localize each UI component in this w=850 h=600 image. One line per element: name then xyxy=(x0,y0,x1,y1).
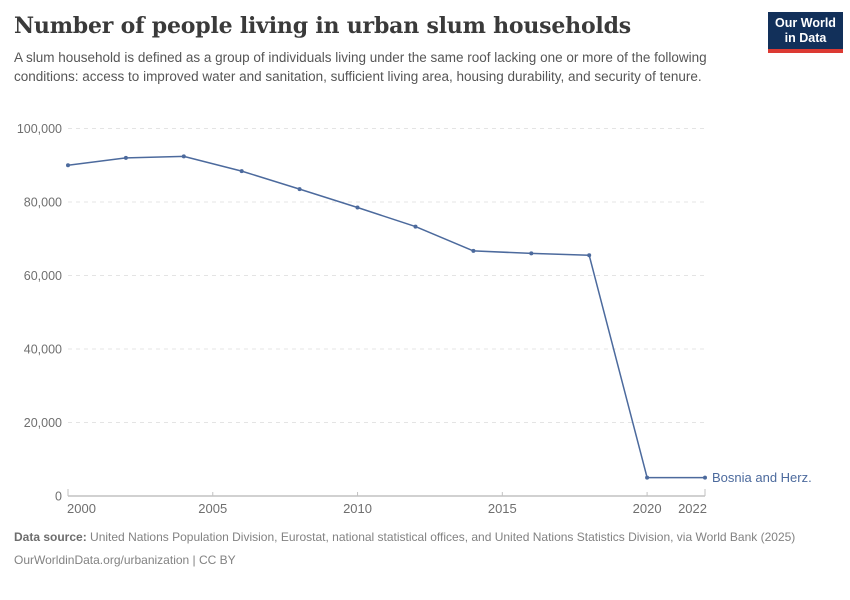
data-point xyxy=(587,253,592,258)
data-point xyxy=(297,187,302,192)
x-tick-label: 2000 xyxy=(67,501,96,516)
data-point xyxy=(645,475,650,480)
data-point xyxy=(355,205,360,210)
x-tick-label: 2005 xyxy=(198,501,227,516)
data-point xyxy=(66,163,70,168)
data-point xyxy=(471,248,476,253)
data-source-label: Data source: xyxy=(14,530,87,544)
data-source-line: Data source: United Nations Population D… xyxy=(14,529,836,546)
chart-footer: Data source: United Nations Population D… xyxy=(14,529,836,569)
x-tick-label: 2020 xyxy=(633,501,662,516)
data-point xyxy=(529,251,534,256)
data-source-text: United Nations Population Division, Euro… xyxy=(90,530,796,544)
y-tick-label: 40,000 xyxy=(24,343,62,357)
y-tick-label: 20,000 xyxy=(24,416,62,430)
owid-logo-line2: in Data xyxy=(784,30,827,45)
data-point xyxy=(703,475,707,480)
x-tick-label: 2022 xyxy=(678,501,707,516)
y-tick-label: 80,000 xyxy=(24,196,62,210)
owid-logo[interactable]: Our World in Data xyxy=(768,12,843,53)
series-end-label: Bosnia and Herz. xyxy=(712,470,812,485)
y-tick-label: 100,000 xyxy=(17,122,62,136)
y-tick-label: 0 xyxy=(55,490,62,504)
page-title: Number of people living in urban slum ho… xyxy=(14,13,631,39)
data-point xyxy=(123,155,128,160)
owid-logo-line1: Our World xyxy=(775,15,836,30)
data-point xyxy=(181,154,186,159)
footer-url-line: OurWorldinData.org/urbanization | CC BY xyxy=(14,553,236,567)
chart-subtitle: A slum household is defined as a group o… xyxy=(14,50,707,84)
data-point xyxy=(239,169,244,174)
x-tick-label: 2010 xyxy=(343,501,372,516)
data-point xyxy=(413,224,418,229)
x-tick-label: 2015 xyxy=(488,501,517,516)
y-tick-label: 60,000 xyxy=(24,269,62,283)
series-line xyxy=(67,155,705,479)
